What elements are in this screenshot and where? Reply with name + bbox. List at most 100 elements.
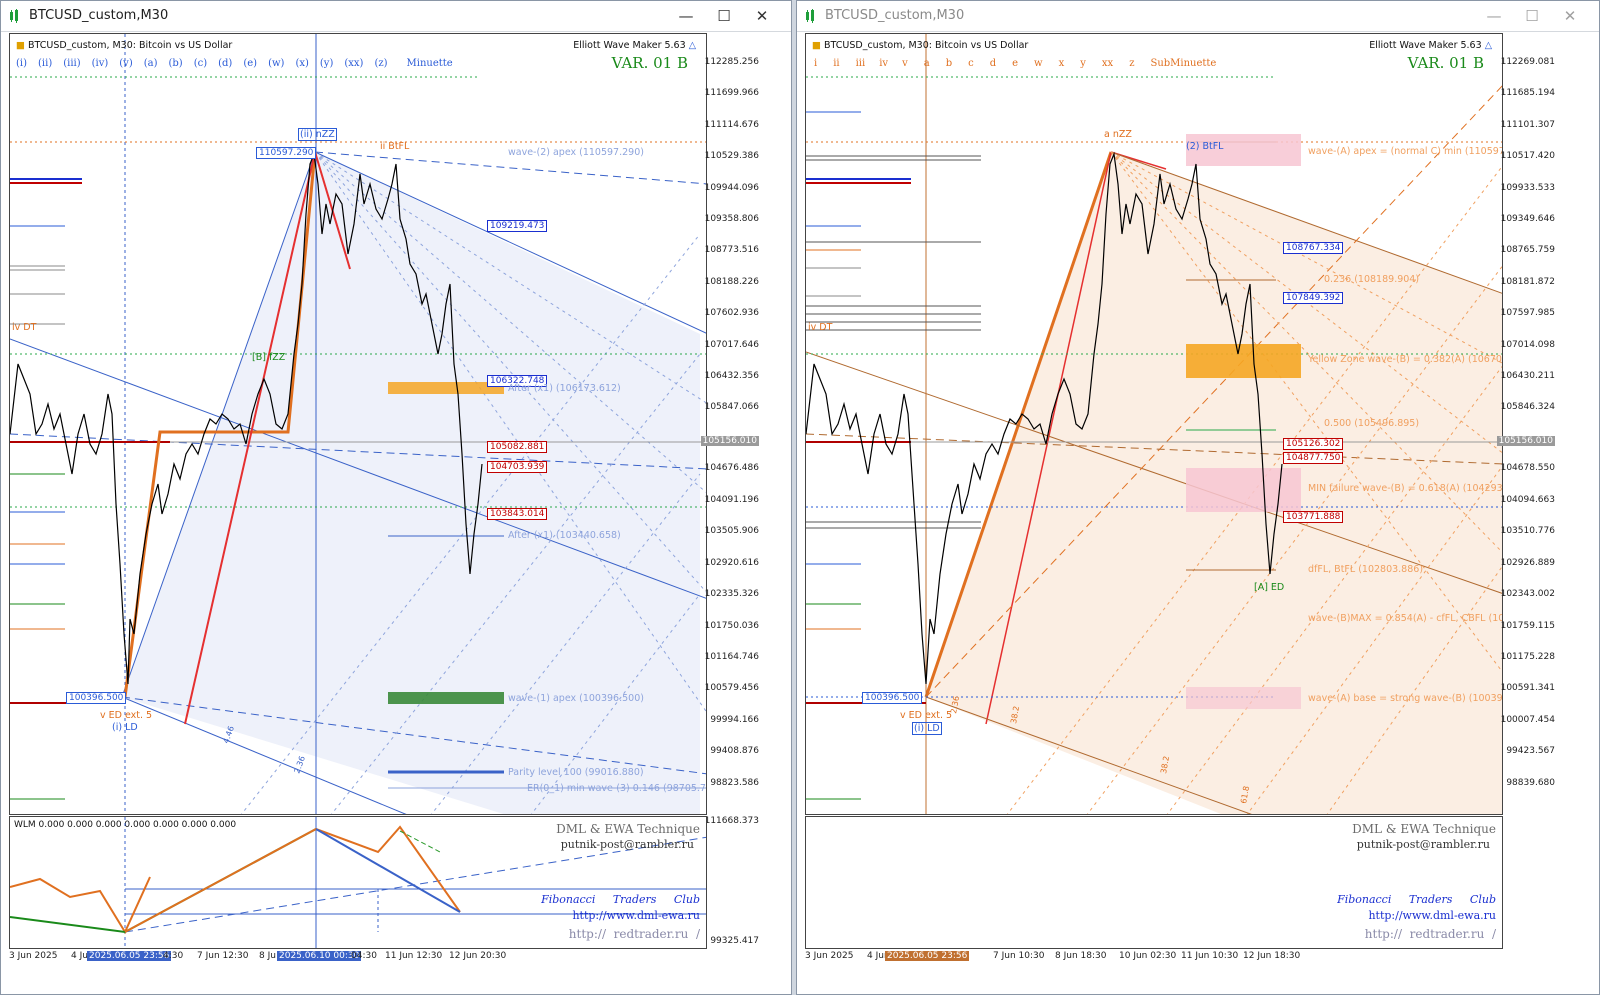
- minimize-button[interactable]: —: [1486, 7, 1502, 25]
- wave-button-bar[interactable]: i ii iii iv v a b c d e w x y xx z SubMinuette: [814, 58, 1227, 69]
- wave-button[interactable]: ii: [833, 58, 840, 69]
- level-note: MIN failure wave-(B) = 0.618(A) (104293.…: [1308, 483, 1503, 494]
- tool-name-text: Elliott Wave Maker 5.63: [1369, 40, 1482, 51]
- wave-button[interactable]: (w): [268, 58, 285, 69]
- price-tick: 100007.454: [1500, 715, 1555, 725]
- channel-line: [121, 696, 706, 775]
- wave-button[interactable]: (iii): [63, 58, 81, 69]
- degree-button[interactable]: SubMinuette: [1150, 58, 1217, 69]
- wave-button[interactable]: iv: [879, 58, 889, 69]
- wave-button[interactable]: b: [945, 58, 953, 69]
- wave-button[interactable]: (xx): [344, 58, 364, 69]
- margin-levels: [10, 178, 82, 800]
- time-tick: 7 Jun 10:30: [993, 951, 1045, 961]
- window-title: BTCUSD_custom,M30: [825, 8, 965, 23]
- svg-text:38.2: 38.2: [1159, 755, 1171, 774]
- wave-label: (i) LD: [912, 722, 942, 735]
- price-tick: 105846.324: [1500, 402, 1555, 412]
- time-tick: 8 Ju: [259, 951, 276, 961]
- wave-button[interactable]: (d): [218, 58, 233, 69]
- wave-button[interactable]: (v): [119, 58, 133, 69]
- green-zone: [388, 692, 504, 704]
- price-tick: 107017.646: [704, 340, 759, 350]
- svg-text:2.36: 2.36: [949, 695, 961, 714]
- credit-link[interactable]: http:// redtrader.ru /: [568, 927, 700, 941]
- wave-button[interactable]: (b): [168, 58, 183, 69]
- chart-window-left[interactable]: BTCUSD_custom,M30 — ☐ ✕: [0, 0, 792, 995]
- wave-button[interactable]: xx: [1101, 58, 1114, 69]
- wave-button[interactable]: (a): [143, 58, 158, 69]
- maximize-button[interactable]: ☐: [1525, 7, 1539, 25]
- credit-link[interactable]: http://www.dml-ewa.ru: [1368, 909, 1496, 922]
- wave-button[interactable]: (c): [193, 58, 208, 69]
- wave-label: iv DT: [808, 322, 833, 333]
- indicator-panel-left[interactable]: WLM 0.000 0.000 0.000 0.000 0.000 0.000 …: [9, 816, 707, 949]
- close-button[interactable]: ✕: [755, 7, 769, 25]
- wave-label: [A] ED: [1254, 582, 1285, 593]
- main-chart-right[interactable]: 2.36 38.2 38.2 61.8 ■ BTCUSD_custom, M30…: [805, 33, 1503, 815]
- degree-button[interactable]: Minuette: [406, 58, 453, 69]
- svg-text:61.8: 61.8: [1239, 785, 1251, 804]
- wave-button[interactable]: w: [1034, 58, 1043, 69]
- wave-structure: [924, 151, 1113, 698]
- wave-button[interactable]: (y): [319, 58, 334, 69]
- price-axis-left[interactable]: 112285.256 111699.966 111114.676 110529.…: [700, 33, 759, 946]
- wave-button[interactable]: c: [968, 58, 974, 69]
- wave-button[interactable]: iii: [855, 58, 866, 69]
- level-note: ER(0_1) min wave-(3) 0.146 (98705.775: [527, 783, 707, 794]
- level-box: 109219.473: [487, 220, 548, 232]
- wave-button[interactable]: d: [989, 58, 997, 69]
- price-series: [10, 151, 483, 685]
- price-tick: 99408.876: [710, 746, 759, 756]
- wave-button[interactable]: y: [1080, 58, 1086, 69]
- price-tick: 105847.066: [704, 402, 759, 412]
- wave-button[interactable]: (ii): [38, 58, 53, 69]
- variant-label: VAR. 01 B: [1407, 54, 1484, 72]
- wave-label: a nZZ: [1104, 129, 1132, 140]
- wave-button[interactable]: (iv): [91, 58, 109, 69]
- wave-label: ii BtFL: [380, 141, 410, 152]
- price-tick: 101750.036: [704, 621, 759, 631]
- yellow-zone: [1186, 344, 1301, 378]
- chart-icon: [806, 9, 814, 23]
- level-note: wave-(A) apex = (normal C) min (110597.2…: [1308, 146, 1502, 157]
- price-tick: 112269.081: [1500, 57, 1555, 67]
- title-bar-right[interactable]: BTCUSD_custom,M30 — ☐ ✕: [797, 1, 1599, 32]
- wave-button[interactable]: (i): [16, 58, 28, 69]
- crosshair-time-tag: 2025.06.05 23:56: [87, 951, 172, 961]
- sub-price-tick: 99325.417: [710, 936, 759, 946]
- title-bar-left[interactable]: BTCUSD_custom,M30 — ☐ ✕: [1, 1, 791, 32]
- wave-button[interactable]: x: [1058, 58, 1065, 69]
- wave-button-bar[interactable]: (i) (ii) (iii) (iv) (v) (a) (b) (c) (d) (e) (w) (x)…: [16, 58, 464, 69]
- credit-link[interactable]: http:// redtrader.ru /: [1364, 927, 1496, 941]
- indicator-panel-right[interactable]: DML & EWA Technique putnik-post@rambler.…: [805, 816, 1503, 949]
- wave-button[interactable]: i: [814, 58, 818, 69]
- main-chart-left[interactable]: 4.46 2.36 ■ BTCUSD_custom, M30: Bitcoin …: [9, 33, 707, 815]
- pink-zone: [1186, 468, 1301, 512]
- wave-button[interactable]: a: [923, 58, 930, 69]
- wave-button[interactable]: e: [1012, 58, 1019, 69]
- wave-button[interactable]: (x): [295, 58, 309, 69]
- close-button[interactable]: ✕: [1563, 7, 1577, 25]
- svg-text:2.36: 2.36: [292, 755, 307, 775]
- price-tick: 102343.002: [1500, 589, 1555, 599]
- wave-button[interactable]: (z): [374, 58, 388, 69]
- channel-line: [1110, 151, 1502, 294]
- price-tick: 111114.676: [704, 120, 759, 130]
- level-note: 0.236 (108189.904): [1324, 274, 1420, 285]
- wave-button[interactable]: v: [902, 58, 908, 69]
- level-note: wave-(B)MAX = 0.854(A) - cfFL, CBFL (101…: [1308, 613, 1502, 624]
- time-tick: 12 Jun 18:30: [1243, 951, 1301, 961]
- maximize-button[interactable]: ☐: [717, 7, 731, 25]
- price-tick: 109944.096: [704, 183, 759, 193]
- chart-window-right[interactable]: BTCUSD_custom,M30 — ☐ ✕: [796, 0, 1600, 995]
- variant-label: VAR. 01 B: [611, 54, 688, 72]
- price-axis-right[interactable]: 112269.081 111685.194 111101.307 110517.…: [1496, 33, 1555, 815]
- minimize-button[interactable]: —: [678, 7, 694, 25]
- credit-link[interactable]: http://www.dml-ewa.ru: [572, 909, 700, 922]
- current-price-tag: 105156.010: [700, 436, 759, 446]
- fib-zone: [122, 152, 700, 814]
- wave-button[interactable]: (e): [243, 58, 258, 69]
- wave-label: [B] fZZ: [252, 352, 286, 363]
- wave-button[interactable]: z: [1129, 58, 1135, 69]
